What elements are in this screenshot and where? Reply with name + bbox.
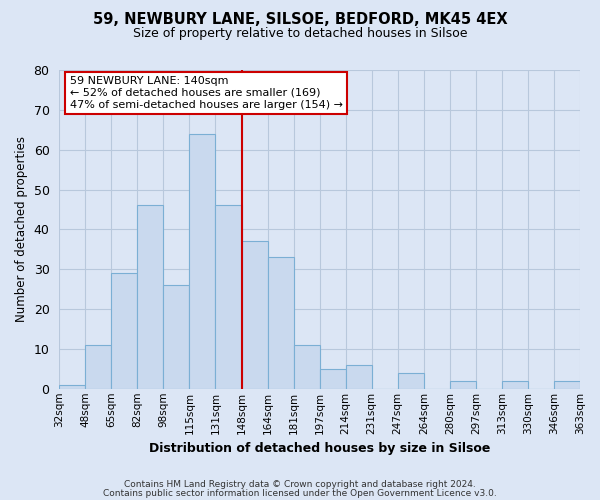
Bar	[137, 206, 163, 389]
Bar	[190, 134, 215, 389]
Text: Contains public sector information licensed under the Open Government Licence v3: Contains public sector information licen…	[103, 488, 497, 498]
Bar	[502, 381, 528, 389]
Y-axis label: Number of detached properties: Number of detached properties	[15, 136, 28, 322]
Bar	[242, 242, 268, 389]
X-axis label: Distribution of detached houses by size in Silsoe: Distribution of detached houses by size …	[149, 442, 490, 455]
Bar	[346, 365, 372, 389]
Bar	[163, 285, 190, 389]
Text: 59 NEWBURY LANE: 140sqm
← 52% of detached houses are smaller (169)
47% of semi-d: 59 NEWBURY LANE: 140sqm ← 52% of detache…	[70, 76, 343, 110]
Bar	[320, 369, 346, 389]
Bar	[450, 381, 476, 389]
Bar	[215, 206, 242, 389]
Bar	[112, 273, 137, 389]
Text: Size of property relative to detached houses in Silsoe: Size of property relative to detached ho…	[133, 28, 467, 40]
Text: 59, NEWBURY LANE, SILSOE, BEDFORD, MK45 4EX: 59, NEWBURY LANE, SILSOE, BEDFORD, MK45 …	[92, 12, 508, 28]
Bar	[398, 373, 424, 389]
Text: Contains HM Land Registry data © Crown copyright and database right 2024.: Contains HM Land Registry data © Crown c…	[124, 480, 476, 489]
Bar	[85, 345, 112, 389]
Bar	[554, 381, 580, 389]
Bar	[293, 345, 320, 389]
Bar	[59, 385, 85, 389]
Bar	[268, 258, 293, 389]
